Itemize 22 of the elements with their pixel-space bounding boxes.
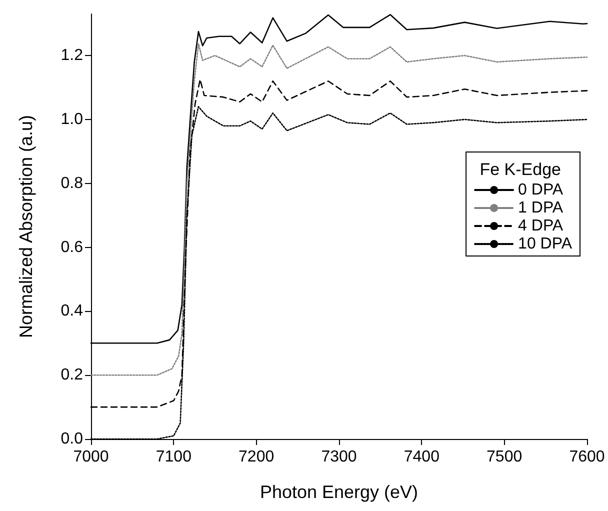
x-tick-label: 7300 <box>321 448 357 466</box>
legend-label: 4 DPA <box>518 218 564 234</box>
x-tick-label: 7100 <box>156 448 192 466</box>
y-tick-label: 1.2 <box>60 47 84 64</box>
x-axis-title: Photon Energy (eV) <box>260 482 418 502</box>
y-tick-label: 1.0 <box>60 110 84 128</box>
x-tick-label: 7600 <box>569 448 605 466</box>
x-tick-label: 7400 <box>404 448 440 466</box>
y-tick-label: 0.4 <box>60 302 84 320</box>
line-series <box>90 43 588 376</box>
y-tick-label: 0.0 <box>60 430 84 448</box>
x-tick-label: 7500 <box>486 448 522 466</box>
x-tick-label: 7200 <box>238 448 274 466</box>
y-tick-label: 0.6 <box>60 238 84 256</box>
y-tick-label: 0.8 <box>60 174 84 192</box>
legend-title: Fe K-Edge <box>480 160 561 179</box>
legend-label: 1 DPA <box>518 200 564 216</box>
legend-label: 0 DPA <box>518 182 564 198</box>
y-axis-title: Normalized Absorption (a.u) <box>16 114 36 338</box>
legend-label: 10 DPA <box>518 236 572 252</box>
y-tick-label: 0.2 <box>60 366 84 384</box>
x-tick-label: 7000 <box>73 448 109 466</box>
